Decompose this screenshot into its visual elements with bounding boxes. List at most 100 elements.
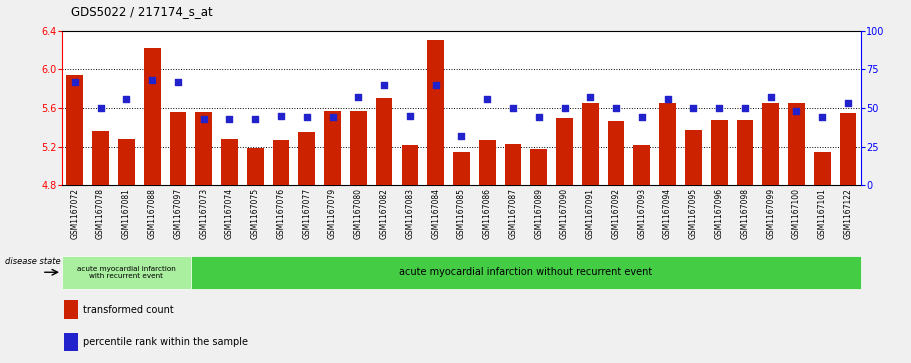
Point bbox=[558, 105, 572, 111]
Bar bbox=[427, 41, 444, 185]
Text: percentile rank within the sample: percentile rank within the sample bbox=[83, 337, 248, 347]
Point bbox=[686, 105, 701, 111]
Point bbox=[67, 79, 82, 85]
Text: GSM1167086: GSM1167086 bbox=[483, 188, 492, 239]
Bar bbox=[62, 256, 190, 289]
Bar bbox=[350, 111, 367, 185]
Point bbox=[763, 94, 778, 100]
Bar bbox=[530, 150, 548, 185]
Text: GSM1167076: GSM1167076 bbox=[277, 188, 285, 239]
Bar bbox=[195, 112, 212, 185]
Text: GSM1167077: GSM1167077 bbox=[302, 188, 312, 239]
Text: acute myocardial infarction
with recurrent event: acute myocardial infarction with recurre… bbox=[77, 266, 176, 279]
Bar bbox=[64, 333, 78, 351]
Point bbox=[738, 105, 752, 111]
Bar bbox=[221, 139, 238, 185]
Point bbox=[660, 96, 675, 102]
Bar bbox=[118, 139, 135, 185]
Point bbox=[583, 94, 598, 100]
Bar bbox=[375, 98, 393, 185]
Text: GSM1167094: GSM1167094 bbox=[663, 188, 672, 239]
Point bbox=[506, 105, 520, 111]
Text: GSM1167083: GSM1167083 bbox=[405, 188, 415, 239]
Text: GSM1167101: GSM1167101 bbox=[818, 188, 827, 239]
Point bbox=[93, 105, 107, 111]
Bar bbox=[660, 103, 676, 185]
Point bbox=[119, 96, 134, 102]
Point bbox=[403, 113, 417, 119]
Text: GSM1167122: GSM1167122 bbox=[844, 188, 853, 239]
Bar bbox=[67, 75, 83, 185]
Text: GSM1167074: GSM1167074 bbox=[225, 188, 234, 239]
Point bbox=[248, 116, 262, 122]
Bar bbox=[272, 140, 290, 185]
Bar bbox=[299, 132, 315, 185]
Bar bbox=[144, 48, 160, 185]
Bar bbox=[453, 152, 470, 185]
Text: GSM1167089: GSM1167089 bbox=[534, 188, 543, 239]
Text: GSM1167072: GSM1167072 bbox=[70, 188, 79, 239]
Bar bbox=[840, 113, 856, 185]
Bar bbox=[324, 111, 341, 185]
Text: GSM1167093: GSM1167093 bbox=[638, 188, 646, 239]
Point bbox=[455, 133, 469, 139]
Point bbox=[145, 77, 159, 83]
Point bbox=[377, 82, 392, 88]
Text: GSM1167092: GSM1167092 bbox=[611, 188, 620, 239]
Point bbox=[531, 114, 546, 120]
Text: GSM1167080: GSM1167080 bbox=[353, 188, 363, 239]
Point bbox=[300, 114, 314, 120]
Text: GSM1167096: GSM1167096 bbox=[714, 188, 723, 239]
Point bbox=[480, 96, 495, 102]
Point bbox=[222, 116, 237, 122]
Point bbox=[841, 101, 855, 106]
Bar bbox=[92, 131, 109, 185]
Text: GSM1167099: GSM1167099 bbox=[766, 188, 775, 239]
Text: disease state: disease state bbox=[5, 257, 60, 266]
Bar bbox=[479, 140, 496, 185]
Point bbox=[273, 113, 288, 119]
Point bbox=[351, 94, 365, 100]
Point bbox=[197, 116, 211, 122]
Text: GSM1167081: GSM1167081 bbox=[122, 188, 131, 239]
Bar bbox=[64, 300, 78, 319]
Text: GSM1167075: GSM1167075 bbox=[251, 188, 260, 239]
Bar bbox=[247, 148, 263, 185]
Bar bbox=[633, 144, 650, 185]
Point bbox=[815, 114, 830, 120]
Bar bbox=[763, 103, 779, 185]
Text: GSM1167073: GSM1167073 bbox=[200, 188, 209, 239]
Bar bbox=[788, 103, 804, 185]
Text: acute myocardial infarction without recurrent event: acute myocardial infarction without recu… bbox=[399, 267, 652, 277]
Text: GSM1167078: GSM1167078 bbox=[96, 188, 105, 239]
Text: GSM1167090: GSM1167090 bbox=[560, 188, 569, 239]
Bar bbox=[402, 144, 418, 185]
Point bbox=[325, 114, 340, 120]
Point bbox=[789, 108, 804, 114]
Text: GSM1167097: GSM1167097 bbox=[173, 188, 182, 239]
Bar bbox=[169, 112, 187, 185]
Point bbox=[609, 105, 623, 111]
Text: GDS5022 / 217174_s_at: GDS5022 / 217174_s_at bbox=[71, 5, 213, 18]
Bar bbox=[685, 130, 701, 185]
Bar bbox=[556, 118, 573, 185]
Point bbox=[428, 82, 443, 88]
Text: GSM1167091: GSM1167091 bbox=[586, 188, 595, 239]
Text: GSM1167098: GSM1167098 bbox=[741, 188, 750, 239]
Bar bbox=[582, 103, 599, 185]
Point bbox=[170, 79, 185, 85]
Text: GSM1167079: GSM1167079 bbox=[328, 188, 337, 239]
Bar bbox=[736, 119, 753, 185]
Text: GSM1167095: GSM1167095 bbox=[689, 188, 698, 239]
Text: GSM1167100: GSM1167100 bbox=[792, 188, 801, 239]
Bar bbox=[814, 152, 831, 185]
Point bbox=[711, 105, 726, 111]
Bar bbox=[608, 121, 624, 185]
Text: GSM1167088: GSM1167088 bbox=[148, 188, 157, 239]
Text: transformed count: transformed count bbox=[83, 305, 173, 315]
Point bbox=[635, 114, 650, 120]
Text: GSM1167084: GSM1167084 bbox=[431, 188, 440, 239]
Text: GSM1167085: GSM1167085 bbox=[457, 188, 466, 239]
Text: GSM1167087: GSM1167087 bbox=[508, 188, 517, 239]
Bar bbox=[190, 256, 861, 289]
